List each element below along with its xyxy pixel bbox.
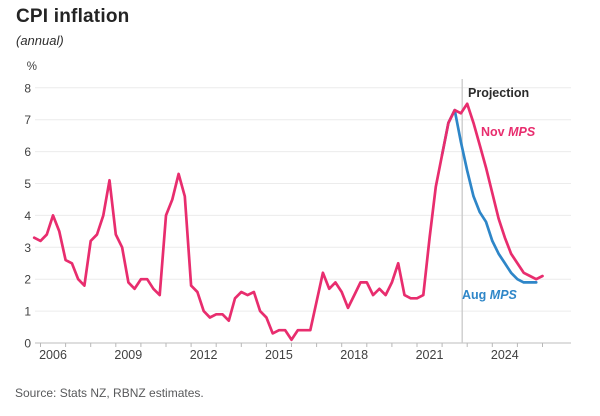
y-tick-label-0: 0 — [24, 337, 31, 351]
x-tick-label-2024: 2024 — [491, 348, 519, 362]
projection-annotation: Projection — [468, 86, 530, 100]
page-title: CPI inflation — [16, 6, 130, 27]
x-tick-label-2009: 2009 — [114, 348, 142, 362]
y-tick-label-5: 5 — [24, 177, 31, 191]
y-tick-label-4: 4 — [24, 209, 31, 223]
y-tick-label-2: 2 — [24, 273, 31, 287]
series-line-nov-mps — [32, 102, 544, 342]
aug-mps-series-label: Aug MPS — [462, 288, 517, 302]
y-tick-label-3: 3 — [24, 241, 31, 255]
series-line-aug-mps — [440, 108, 538, 284]
chart-subtitle: (annual) — [16, 33, 64, 48]
aug-mps-label-regular: Aug — [462, 288, 490, 302]
y-tick-label-1: 1 — [24, 305, 31, 319]
x-tick-label-2015: 2015 — [265, 348, 293, 362]
y-axis-unit-label: % — [27, 61, 37, 73]
aug-mps-label-italic: MPS — [489, 288, 517, 302]
y-tick-label-6: 6 — [24, 145, 31, 159]
nov-mps-label-italic: MPS — [508, 125, 536, 139]
nov-mps-label-regular: Nov — [481, 125, 509, 139]
y-tick-label-8: 8 — [24, 81, 31, 95]
x-tick-label-2006: 2006 — [39, 348, 67, 362]
x-tick-label-2021: 2021 — [416, 348, 444, 362]
x-tick-label-2018: 2018 — [340, 348, 368, 362]
source-note: Source: Stats NZ, RBNZ estimates. — [15, 386, 204, 400]
nov-mps-series-label: Nov MPS — [481, 125, 535, 139]
y-tick-label-7: 7 — [24, 113, 31, 127]
x-tick-label-2012: 2012 — [190, 348, 218, 362]
